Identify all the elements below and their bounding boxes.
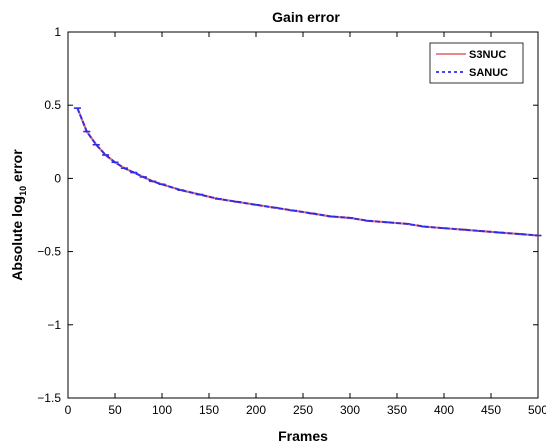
x-tick-label: 350: [387, 403, 407, 417]
x-axis: 0 50 100 150 200 250 300 350 400 450 500: [65, 32, 546, 417]
x-tick-label: 300: [340, 403, 360, 417]
legend-box: [429, 42, 524, 84]
x-axis-label: Frames: [278, 428, 328, 444]
y-axis-label-subscript: 10: [18, 186, 28, 196]
y-axis: 1 0.5 0 −0.5 −1 −1.5: [37, 25, 538, 405]
y-axis-label-tail: error: [9, 149, 25, 186]
x-tick-label: 150: [199, 403, 219, 417]
y-tick-label: 0: [54, 171, 61, 185]
x-tick-label: 100: [152, 403, 172, 417]
series-layer: [73, 107, 542, 237]
x-tick-label: 0: [65, 403, 72, 417]
x-tick-label: 500: [528, 403, 546, 417]
plot-area: [67, 31, 539, 399]
y-tick-label: −1.5: [37, 391, 61, 405]
y-tick-label: −0.5: [37, 245, 61, 259]
x-tick-label: 250: [293, 403, 313, 417]
y-axis-label: Absolute log10 error: [9, 149, 28, 281]
x-tick-label: 450: [481, 403, 501, 417]
y-axis-label-main: Absolute log: [9, 196, 25, 281]
y-tick-label: −1: [47, 318, 61, 332]
y-tick-label: 1: [54, 25, 61, 39]
legend-label-sanuc: SANUC: [469, 67, 508, 79]
x-tick-label: 400: [434, 403, 454, 417]
x-tick-label: 50: [108, 403, 122, 417]
x-tick-label: 200: [246, 403, 266, 417]
legend-label-s3nuc: S3NUC: [469, 49, 506, 61]
y-tick-label: 0.5: [44, 98, 61, 112]
legend: S3NUC SANUC: [429, 42, 524, 84]
chart-title: Gain error: [272, 9, 340, 25]
